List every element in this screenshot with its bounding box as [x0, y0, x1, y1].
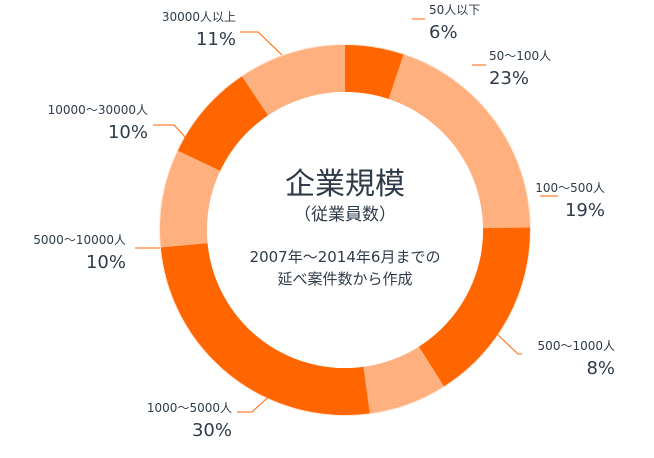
chart-title: 企業規模	[285, 167, 405, 202]
category-label-6: 5000〜10000人	[33, 233, 126, 247]
category-label-4: 500〜1000人	[538, 339, 615, 353]
category-label-7: 10000〜30000人	[48, 103, 148, 117]
category-label-3: 100〜500人	[535, 181, 605, 195]
slice-7	[177, 76, 269, 171]
leader-line-8	[240, 31, 283, 56]
category-label-2: 50〜100人	[489, 49, 551, 63]
category-label-5: 1000〜5000人	[147, 401, 232, 415]
slice-5	[160, 242, 370, 415]
value-label-6: 10%	[86, 252, 126, 273]
slice-1	[345, 45, 404, 100]
slice-4	[363, 346, 444, 414]
leader-lines-group	[135, 18, 558, 413]
leader-line-4	[497, 334, 522, 355]
labels-group: 50人以下 6% 50〜100人 23% 100〜500人 19% 500〜1000人 8% 1…	[33, 3, 615, 441]
value-label-4: 8%	[586, 358, 615, 379]
value-label-8: 11%	[196, 29, 236, 50]
chart-note-line-1: 2007年〜2014年6月までの	[250, 248, 441, 266]
value-label-5: 30%	[192, 420, 232, 441]
chart-subtitle: （従業員数）	[294, 205, 396, 225]
category-label-1: 50人以下	[429, 3, 480, 17]
slice-2	[388, 54, 530, 229]
value-label-2: 23%	[489, 68, 529, 89]
chart-note-line-2: 延べ案件数から作成	[277, 270, 412, 288]
slice-8	[241, 45, 345, 116]
slices-group	[159, 45, 530, 415]
slice-6	[159, 150, 221, 248]
slice-3	[418, 227, 530, 387]
leader-line-7	[153, 124, 187, 139]
leader-line-5	[237, 387, 279, 413]
value-label-3: 19%	[565, 200, 605, 221]
value-label-7: 10%	[108, 122, 148, 143]
category-label-8: 30000人以上	[162, 10, 236, 24]
donut-hole	[207, 92, 483, 368]
value-label-1: 6%	[429, 22, 458, 43]
